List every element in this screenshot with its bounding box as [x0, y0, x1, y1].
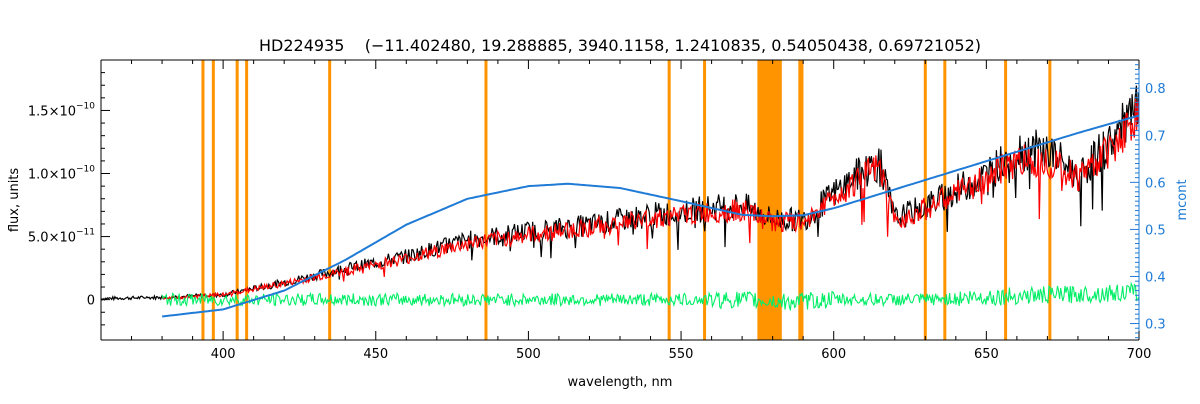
y2-tick-label: 0.4	[1145, 270, 1166, 285]
series-model	[161, 98, 1140, 300]
masked-band	[757, 60, 782, 340]
y2-tick-label: 0.5	[1145, 223, 1166, 238]
x-tick-label: 400	[211, 347, 236, 362]
y2-tick-label: 0.7	[1145, 129, 1166, 144]
masked-line	[1004, 60, 1008, 340]
masked-line	[800, 60, 804, 340]
masked-line	[798, 60, 802, 340]
chart-title: HD224935 (−11.402480, 19.288885, 3940.11…	[259, 36, 981, 55]
y-tick-label: 1.5×10−10	[28, 101, 95, 119]
right-axis-label: mcont	[1175, 179, 1190, 220]
masked-line	[235, 60, 239, 340]
masked-line	[328, 60, 332, 340]
axes-layer: 400 450 500 550 600 650 700 0 5.0×10−11 1.0×10−10…	[28, 59, 1166, 362]
masked-line	[923, 60, 927, 340]
series-continuum	[161, 114, 1140, 318]
x-axis-label: wavelength, nm	[568, 375, 673, 390]
x-tick-label: 550	[669, 347, 694, 362]
masked-line	[667, 60, 671, 340]
x-tick-label: 600	[821, 347, 846, 362]
y-tick-label: 1.0×10−10	[28, 165, 95, 183]
y2-tick-label: 0.8	[1145, 82, 1166, 97]
series-residual	[161, 281, 1140, 311]
y2-tick-label: 0.6	[1145, 176, 1166, 191]
masked-line	[703, 60, 707, 340]
x-tick-label: 450	[363, 347, 388, 362]
masked-line	[245, 60, 249, 340]
y2-tick-label: 0.3	[1145, 318, 1166, 333]
y-tick-label: 5.0×10−11	[28, 228, 95, 246]
masked-line	[484, 60, 488, 340]
x-tick-label: 500	[516, 347, 541, 362]
y-axis-label: flux, units	[7, 168, 22, 233]
x-tick-label: 700	[1127, 347, 1152, 362]
masked-line	[1048, 60, 1052, 340]
masked-line	[211, 60, 215, 340]
masked-lines-layer	[201, 60, 1052, 340]
masked-line	[201, 60, 205, 340]
series-layer	[100, 85, 1140, 318]
x-tick-label: 650	[974, 347, 999, 362]
y-tick-label: 0	[87, 294, 95, 309]
